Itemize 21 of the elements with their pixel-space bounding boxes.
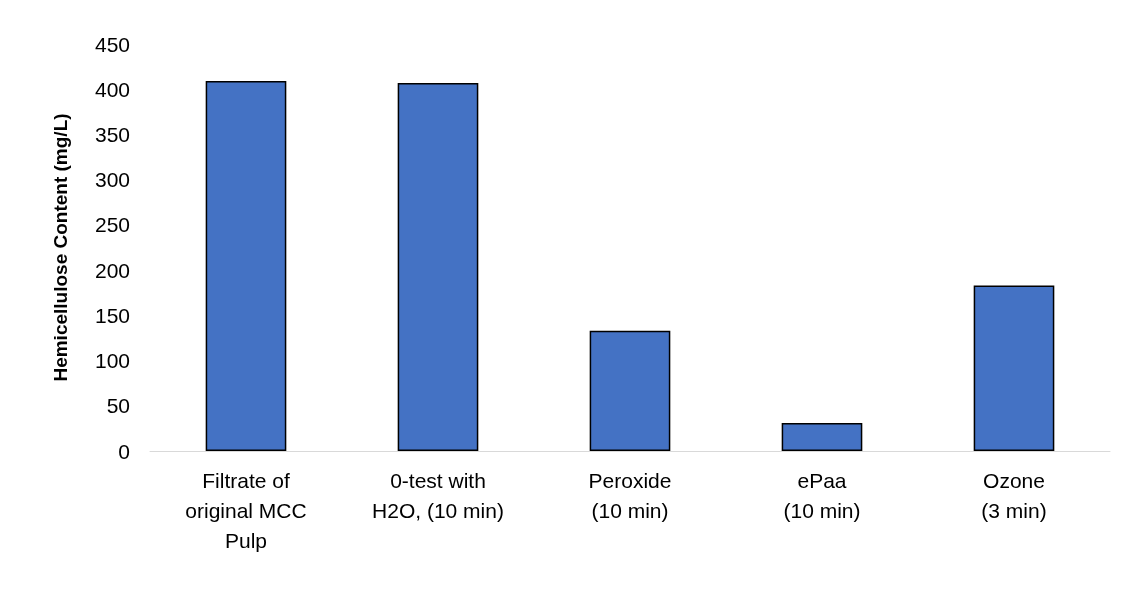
y-tick-label: 0 (118, 439, 130, 463)
bar (397, 82, 479, 451)
bar (973, 285, 1055, 451)
y-tick-label: 450 (94, 32, 130, 56)
y-tick-label: 300 (94, 168, 130, 192)
x-tick-label: ePaa (10 min) (783, 468, 861, 522)
x-tick-label: 0-test with H2O, (10 min) (372, 468, 504, 522)
y-tick-label: 150 (94, 303, 130, 327)
x-tick-label: Peroxide (10 min) (588, 468, 672, 522)
y-tick-label: 250 (94, 213, 130, 237)
y-axis-title: Hemicellulose Content (mg/L) (50, 113, 71, 382)
bar (205, 81, 287, 451)
y-tick-label: 400 (94, 77, 130, 101)
bar (589, 330, 671, 451)
y-tick-label: 50 (106, 394, 130, 418)
y-tick-label: 350 (94, 122, 130, 146)
x-tick-label: Filtrate of original MCC Pulp (185, 468, 307, 552)
y-tick-label: 100 (94, 349, 130, 373)
x-tick-label: Ozone (3 min) (981, 468, 1047, 522)
y-tick-label: 200 (94, 258, 130, 282)
bar (781, 422, 863, 451)
